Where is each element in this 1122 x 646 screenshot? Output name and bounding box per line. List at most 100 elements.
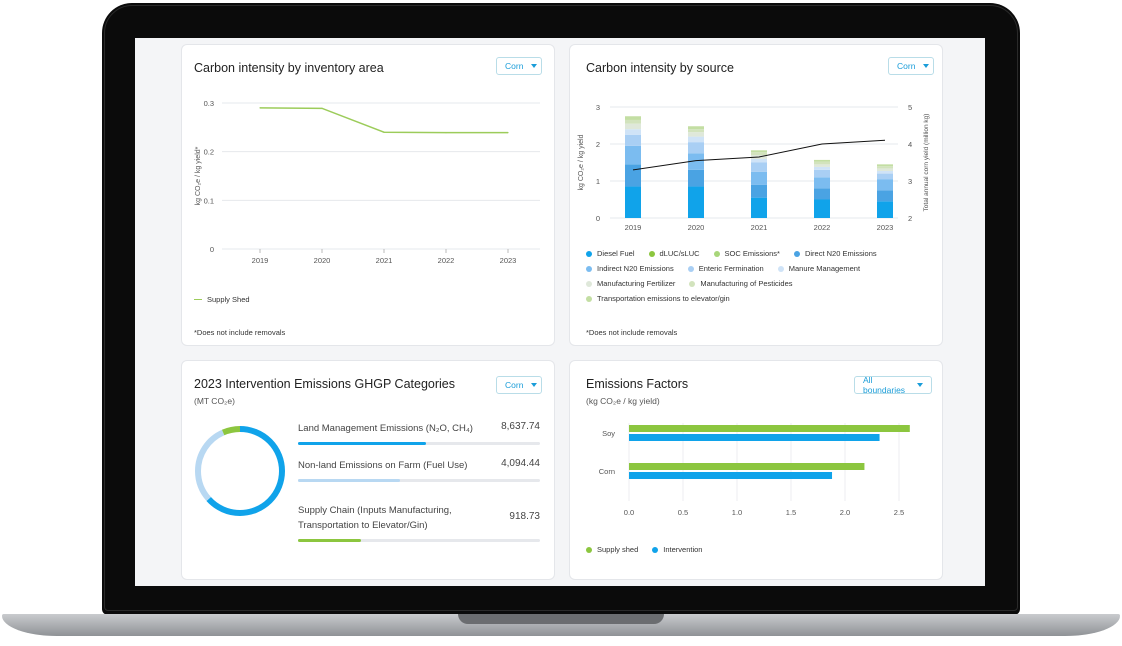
legend-label: SOC Emissions* xyxy=(724,249,780,258)
stacked-bar-segment xyxy=(625,123,641,130)
data-point xyxy=(445,132,447,134)
donut-segment xyxy=(195,426,285,516)
legend-item: Intervention xyxy=(652,545,702,554)
legend-label: Manufacturing Fertilizer xyxy=(597,279,676,288)
emissions-donut-chart xyxy=(195,426,285,516)
stacked-bar-segment xyxy=(751,197,767,218)
legend-label: Direct N20 Emissions xyxy=(804,249,877,258)
legend-swatch xyxy=(777,265,784,272)
legend-item: Enteric Fermination xyxy=(687,264,764,273)
y-category-label: Soy xyxy=(602,429,615,438)
metric-label: Land Management Emissions (N₂O, CH₄) xyxy=(298,423,473,434)
dashboard-screen: Carbon intensity by inventory area Corn … xyxy=(135,38,985,586)
stacked-bar-segment xyxy=(625,186,641,218)
stacked-bar-segment xyxy=(625,129,641,135)
legend-swatch xyxy=(652,546,659,553)
stacked-bar-segment xyxy=(751,184,767,198)
stacked-bar-segment xyxy=(814,188,830,200)
chevron-down-icon xyxy=(923,64,930,68)
y2-tick-label: 3 xyxy=(908,177,912,186)
data-point xyxy=(321,107,323,109)
card-subtitle: (kg CO₂e / kg yield) xyxy=(586,396,660,406)
y2-tick-label: 4 xyxy=(908,140,912,149)
crop-dropdown[interactable]: Corn xyxy=(496,57,542,75)
dropdown-value: All boundaries xyxy=(863,375,906,395)
chevron-down-icon xyxy=(531,64,538,68)
stacked-bar-segment xyxy=(625,145,641,165)
series-line xyxy=(259,107,508,134)
y2-tick-label: 2 xyxy=(908,214,912,223)
stacked-bar-segment xyxy=(877,171,893,174)
legend-item: SOC Emissions* xyxy=(713,249,780,258)
stacked-bar-segment xyxy=(751,150,767,153)
metric-row: Supply Chain (Inputs Manufacturing, Tran… xyxy=(298,503,540,533)
y-axis-label: kg CO₂e / kg yield xyxy=(578,134,585,190)
crop-dropdown[interactable]: Corn xyxy=(888,57,934,75)
y-tick-label: 1 xyxy=(596,177,600,186)
y-tick-label: 0 xyxy=(596,214,600,223)
carbon-intensity-by-source-card: Carbon intensity by source Corn 0 1 2 3 2 3 4 5… xyxy=(569,44,943,346)
metric-label: Supply Chain (Inputs Manufacturing, Tran… xyxy=(298,505,452,531)
metric-value: 918.73 xyxy=(509,511,540,522)
chart-legend: Diesel Fuel dLUC/sLUC SOC Emissions* Direct… xyxy=(586,249,906,303)
metric-progress-fill xyxy=(298,539,361,542)
legend-swatch xyxy=(687,265,694,272)
legend-item: Transportation emissions to elevator/gin xyxy=(586,294,730,303)
crop-dropdown[interactable]: Corn xyxy=(496,376,542,394)
hbar xyxy=(629,463,865,470)
stacked-bar-segment xyxy=(814,177,830,189)
stacked-bar-segment xyxy=(877,168,893,172)
legend-swatch xyxy=(648,250,655,257)
stacked-bar-segment xyxy=(814,166,830,170)
laptop-base xyxy=(2,614,1120,636)
metric-progress-track xyxy=(298,479,540,482)
stacked-bar-segment xyxy=(814,159,830,162)
legend-label: Intervention xyxy=(663,545,703,554)
legend-label: Supply Shed xyxy=(207,295,250,304)
stacked-bar-segment xyxy=(877,190,893,202)
legend-item: Manure Management xyxy=(777,264,861,273)
stacked-bar-segment xyxy=(877,201,893,218)
chart-legend: Supply Shed xyxy=(194,295,250,304)
x-tick-label: 2022 xyxy=(814,223,831,232)
stacked-bar-segment xyxy=(814,199,830,218)
legend-swatch xyxy=(713,250,720,257)
stacked-bar-segment xyxy=(877,166,893,169)
x-tick-label: 2019 xyxy=(625,223,642,232)
y-category-label: Corn xyxy=(599,467,615,476)
x-tick-label: 0.0 xyxy=(624,508,634,517)
stacked-bar-segment xyxy=(688,142,704,154)
source-stacked-bar-chart: 0 1 2 3 2 3 4 5 kg CO₂e / kg yield Total annual c… xyxy=(578,103,930,232)
x-tick-label: 2022 xyxy=(438,256,455,265)
metric-value: 8,637.74 xyxy=(501,421,540,432)
stacked-bar-segment xyxy=(877,179,893,191)
legend-swatch xyxy=(586,265,592,272)
stacked-bar-segment xyxy=(751,171,767,185)
legend-swatch xyxy=(586,250,592,257)
x-tick-label: 0.5 xyxy=(678,508,688,517)
laptop-bezel xyxy=(104,5,1018,611)
hbar xyxy=(629,434,880,441)
stacked-bar-segment xyxy=(814,164,830,167)
y2-axis-label: Total annual corn yield (million kg) xyxy=(923,114,930,212)
boundaries-dropdown[interactable]: All boundaries xyxy=(854,375,932,395)
stacked-bar-segment xyxy=(625,134,641,146)
legend-label: Manure Management xyxy=(788,264,861,273)
card-title: Emissions Factors xyxy=(586,377,689,391)
x-tick-label: 2.0 xyxy=(840,508,850,517)
removals-note: *Does not include removals xyxy=(194,328,286,337)
legend-swatch xyxy=(586,546,592,553)
hbar xyxy=(629,425,910,432)
chevron-down-icon xyxy=(917,383,923,387)
legend-label: Supply shed xyxy=(597,545,639,554)
legend-label: dLUC/sLUC xyxy=(659,249,700,258)
stacked-bar-segment xyxy=(688,129,704,133)
legend-item: Indirect N20 Emissions xyxy=(586,264,674,273)
legend-item: Supply shed xyxy=(586,545,638,554)
emissions-metric: Non-land Emissions on Farm (Fuel Use) 4,0… xyxy=(298,458,540,482)
stacked-bar-segment xyxy=(688,186,704,218)
legend-item: Manufacturing Fertilizer xyxy=(586,279,675,288)
data-point xyxy=(383,131,385,133)
legend-swatch xyxy=(793,250,800,257)
stacked-bar-segment xyxy=(751,158,767,163)
